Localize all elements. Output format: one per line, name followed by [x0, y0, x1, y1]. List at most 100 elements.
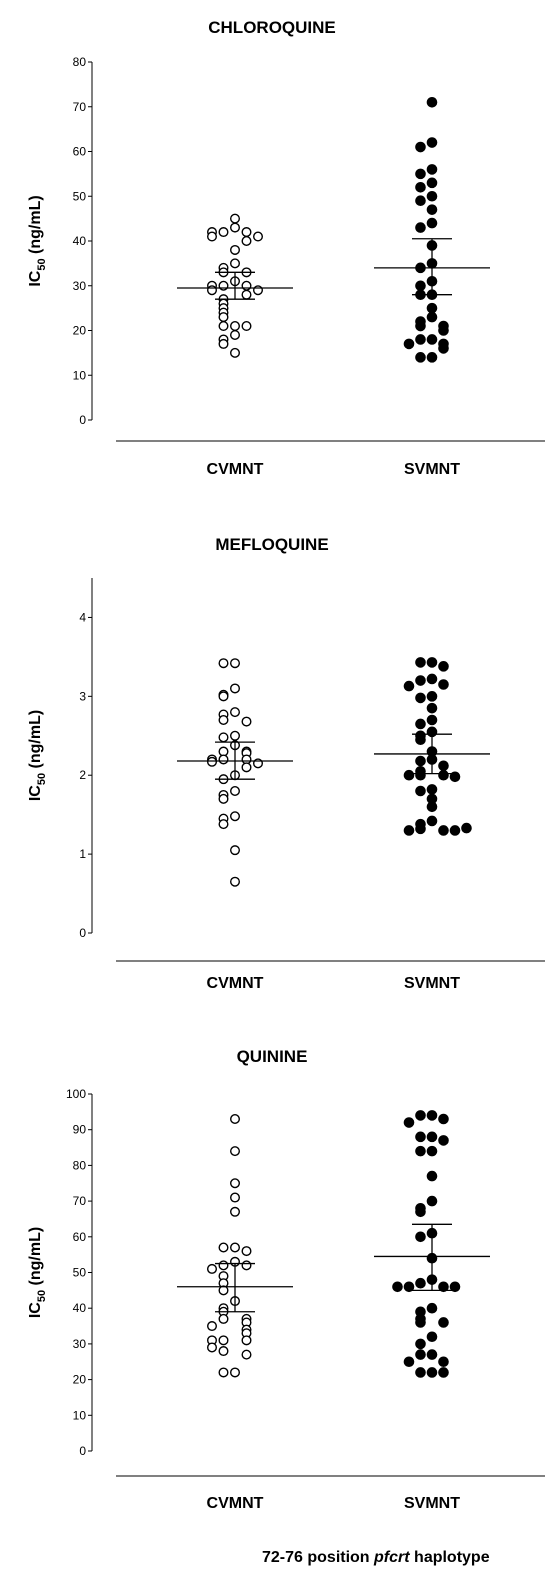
x-axis-label-gene: pfcrt: [373, 1549, 410, 1566]
quinine-cvmnt-point: [229, 1192, 240, 1203]
x-axis-label: 72-76 position pfcrt haplotype: [262, 1549, 490, 1566]
chloroquine-cvmnt-point: [241, 280, 252, 291]
quinine-cvmnt-point: [229, 1113, 240, 1124]
quinine-svmnt-point: [403, 1356, 415, 1368]
quinine-cvmnt-point: [241, 1335, 252, 1346]
quinine-cvmnt-point: [218, 1285, 229, 1296]
quinine-svmnt-point: [426, 1145, 438, 1157]
mefloquine-cvmnt-point: [218, 658, 229, 669]
quinine-svmnt-point: [415, 1317, 426, 1328]
mefloquine-cvmnt-point: [229, 811, 240, 822]
chloroquine-cvmnt-point: [229, 329, 240, 340]
mefloquine-svmnt-point: [403, 680, 415, 692]
chloroquine-cvmnt-point: [241, 289, 252, 300]
chloroquine-svmnt-point: [415, 320, 426, 332]
chloroquine-svmnt-point: [426, 137, 438, 148]
chloroquine-title: CHLOROQUINE: [208, 18, 336, 37]
chloroquine-cvmnt-point: [229, 347, 240, 358]
mefloquine-svmnt-point: [426, 702, 438, 714]
chloroquine-y-tick-label: 80: [73, 55, 87, 69]
mefloquine-y-tick-label: 4: [79, 610, 86, 624]
mefloquine-cvmnt-point: [229, 707, 240, 718]
chloroquine-category-label: SVMNT: [404, 461, 460, 478]
chloroquine-cvmnt-point: [241, 321, 252, 332]
chloroquine-svmnt-point: [426, 352, 438, 363]
mefloquine-cvmnt-point: [229, 683, 240, 694]
mefloquine-svmnt-point: [426, 657, 438, 668]
quinine-svmnt-point: [426, 1349, 438, 1360]
x-axis-label-suffix: haplotype: [410, 1549, 490, 1566]
quinine-svmnt-point: [415, 1145, 426, 1157]
mefloquine-svmnt-point: [403, 825, 415, 836]
mefloquine-panel: MEFLOQUINE 0 1 2 3 4 IC50 (ng/mL) CVMNT SVMNT: [27, 535, 545, 992]
mefloquine-svmnt-point: [449, 825, 461, 836]
mefloquine-category-label: SVMNT: [404, 975, 460, 992]
quinine-svmnt-point: [438, 1367, 449, 1378]
quinine-svmnt-point: [415, 1277, 426, 1289]
quinine-y-tick-label: 60: [73, 1230, 87, 1244]
mefloquine-cvmnt-point: [229, 658, 240, 669]
mefloquine-cvmnt-point: [218, 793, 229, 804]
chloroquine-svmnt-point: [415, 334, 426, 345]
chloroquine-cvmnt-point: [206, 231, 217, 242]
chloroquine-cvmnt-point: [229, 244, 240, 255]
quinine-svmnt-point: [438, 1317, 449, 1328]
chloroquine-cvmnt-point: [218, 227, 229, 238]
quinine-svmnt-point: [403, 1281, 415, 1293]
mefloquine-svmnt-point: [415, 657, 426, 668]
mefloquine-svmnt-point: [403, 769, 415, 781]
chloroquine-cvmnt-point: [229, 213, 240, 224]
mefloquine-y-tick-label: 0: [79, 926, 86, 940]
mefloquine-svmnt-point: [415, 734, 426, 746]
mefloquine-svmnt-point: [415, 718, 426, 730]
quinine-svmnt-point: [415, 1110, 426, 1121]
mefloquine-svmnt-point: [426, 714, 438, 726]
mefloquine-svmnt-point: [415, 692, 426, 704]
quinine-svmnt-point: [426, 1131, 438, 1143]
chloroquine-svmnt-point: [415, 168, 426, 180]
mefloquine-svmnt-point: [426, 673, 438, 685]
mefloquine-cvmnt-point: [218, 691, 229, 702]
mefloquine-svmnt-point: [415, 785, 426, 797]
chloroquine-y-tick-label: 10: [73, 368, 87, 382]
mefloquine-svmnt-point: [426, 691, 438, 702]
quinine-svmnt-point: [392, 1281, 403, 1293]
chloroquine-svmnt-point: [415, 352, 426, 363]
quinine-y-tick-label: 70: [73, 1194, 87, 1208]
quinine-svmnt-point: [403, 1117, 415, 1128]
chloroquine-y-tick-label: 0: [79, 413, 86, 427]
mefloquine-cvmnt-point: [229, 845, 240, 856]
chloroquine-cvmnt-point: [229, 258, 240, 269]
mefloquine-cvmnt-point: [218, 819, 229, 830]
quinine-svmnt-point: [415, 1338, 426, 1350]
mefloquine-svmnt-point: [426, 784, 438, 795]
quinine-y-tick-label: 100: [66, 1087, 86, 1101]
chloroquine-cvmnt-point: [229, 222, 240, 233]
chloroquine-y-tick-label: 20: [73, 324, 87, 338]
quinine-cvmnt-point: [218, 1335, 229, 1346]
chloroquine-cvmnt-point: [229, 321, 240, 332]
quinine-cvmnt-point: [206, 1342, 217, 1353]
chloroquine-category-label: CVMNT: [207, 461, 264, 478]
quinine-svmnt-point: [415, 1367, 426, 1378]
mefloquine-y-tick-label: 3: [79, 689, 86, 703]
quinine-svmnt-point: [438, 1135, 449, 1146]
quinine-svmnt-point: [415, 1131, 426, 1143]
mefloquine-svmnt-point: [438, 661, 449, 672]
mefloquine-cvmnt-point: [229, 786, 240, 797]
chloroquine-y-tick-label: 70: [73, 100, 87, 114]
x-axis-label-prefix: 72-76 position: [262, 1549, 374, 1566]
chloroquine-svmnt-point: [426, 302, 438, 314]
mefloquine-svmnt-point: [438, 769, 449, 781]
mefloquine-svmnt-point: [449, 771, 461, 783]
quinine-svmnt-point: [415, 1206, 426, 1218]
chloroquine-svmnt-point: [426, 311, 438, 323]
chloroquine-y-axis-label: IC50 (ng/mL): [27, 195, 48, 286]
chloroquine-y-tick-label: 50: [73, 189, 87, 203]
chloroquine-cvmnt-point: [241, 227, 252, 238]
chloroquine-cvmnt-point: [206, 285, 217, 296]
quinine-y-tick-label: 80: [73, 1158, 87, 1172]
quinine-title: QUININE: [237, 1047, 308, 1066]
chloroquine-svmnt-point: [426, 164, 438, 175]
